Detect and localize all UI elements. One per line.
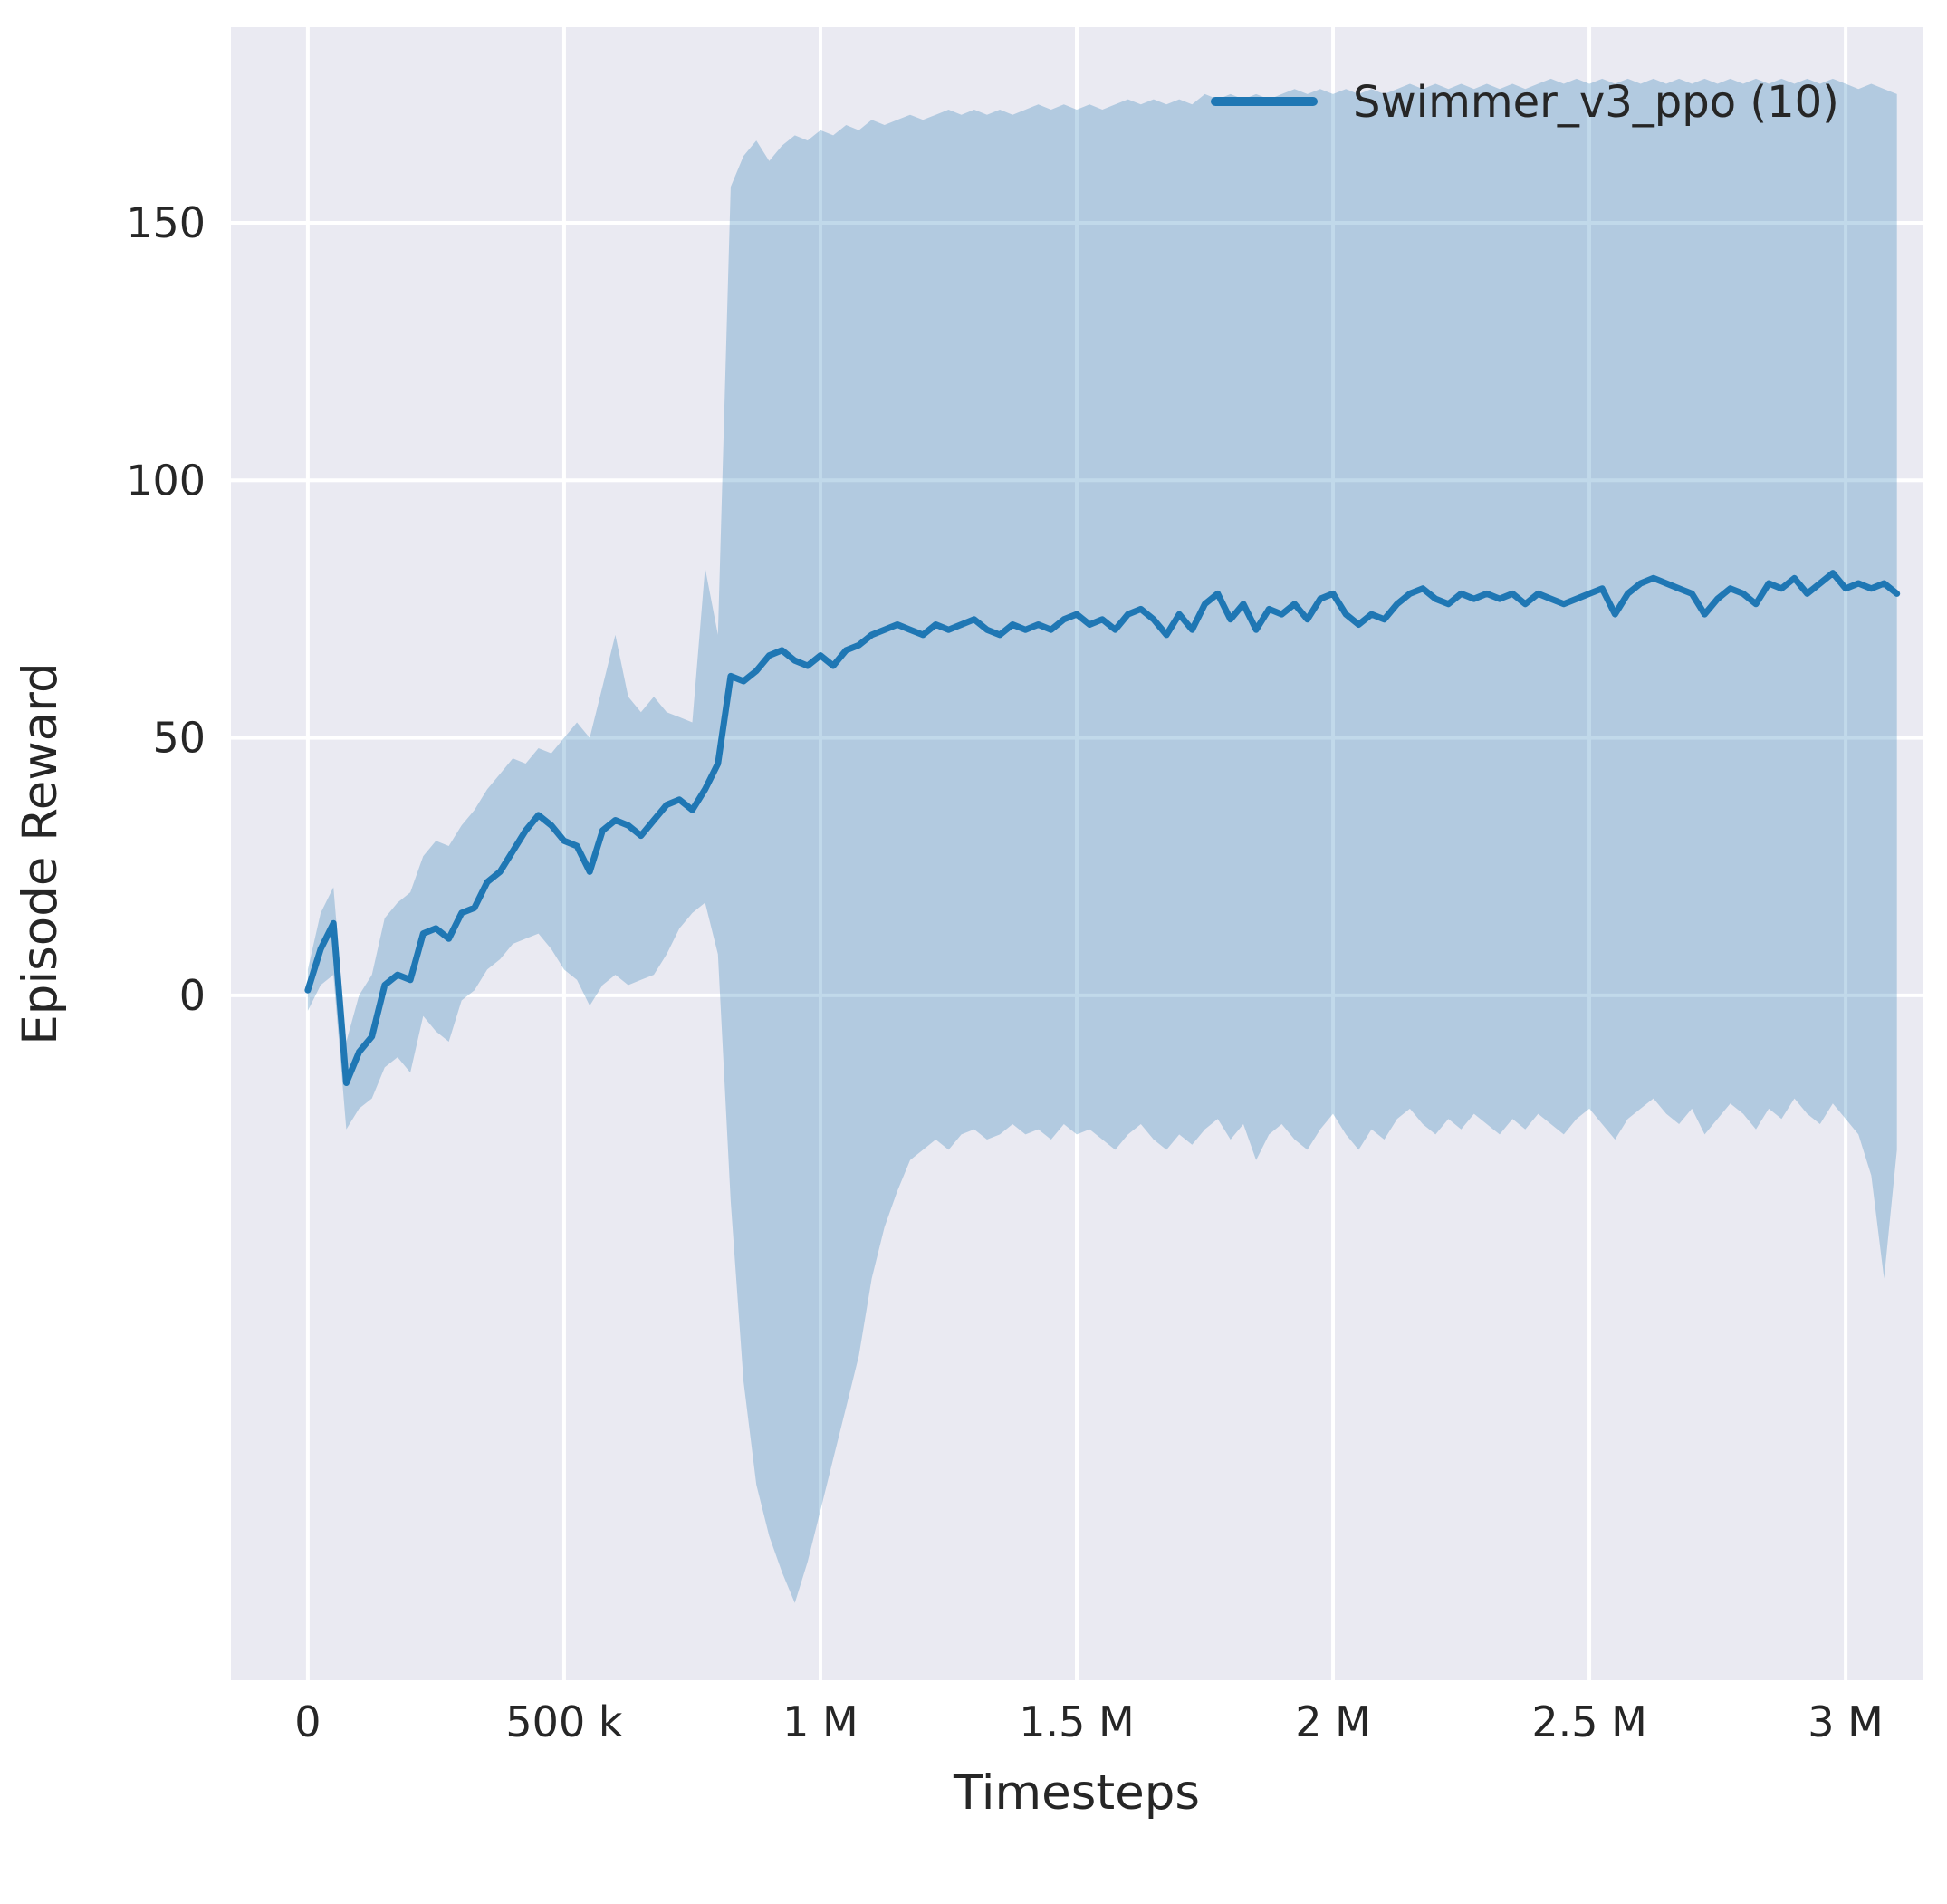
x-tick-label: 0 [294, 1697, 321, 1746]
x-axis-label: Timesteps [953, 1765, 1200, 1821]
legend-label: Swimmer_v3_ppo (10) [1353, 77, 1839, 128]
mean-line [304, 570, 1901, 1086]
confidence-band [307, 78, 1897, 1603]
x-tick-label: 2.5 M [1531, 1697, 1646, 1746]
y-tick-label: 50 [152, 714, 206, 763]
y-tick-label: 150 [126, 198, 206, 247]
y-tick-label: 100 [126, 456, 206, 505]
x-tick-label: 1 M [782, 1697, 858, 1746]
x-tick-label: 500 k [505, 1697, 622, 1746]
x-tick-label: 3 M [1808, 1697, 1884, 1746]
y-axis-label: Episode Reward [13, 662, 68, 1044]
y-tick-label: 0 [179, 971, 206, 1020]
x-tick-label: 2 M [1295, 1697, 1371, 1746]
x-tick-label: 1.5 M [1019, 1697, 1134, 1746]
